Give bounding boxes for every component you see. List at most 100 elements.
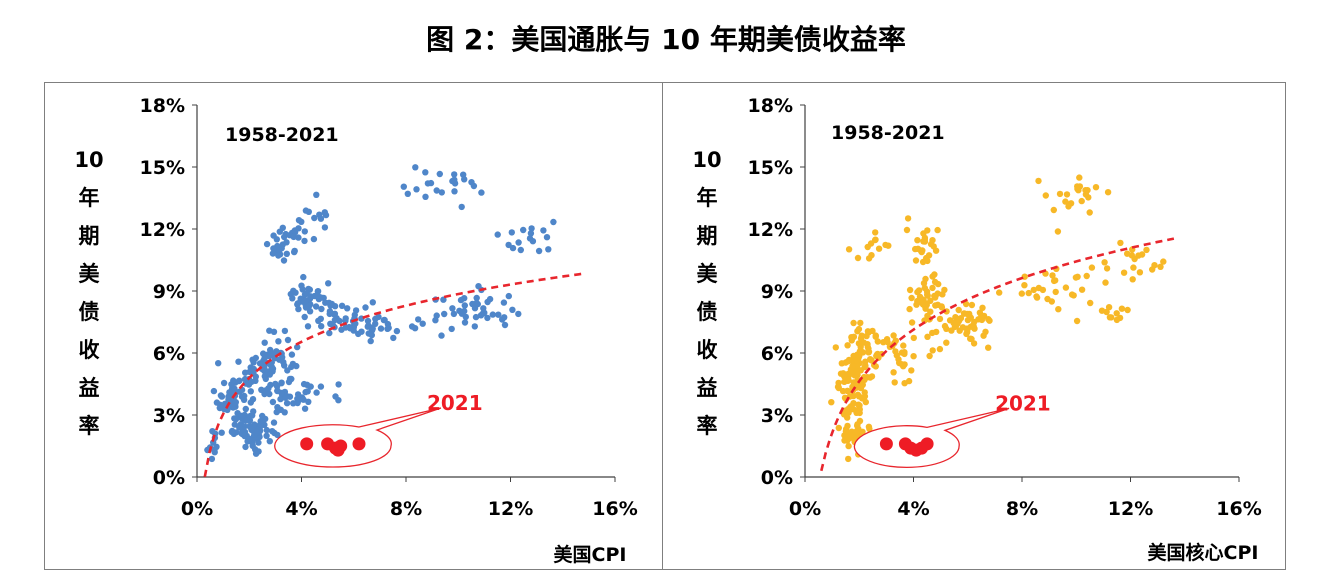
scatter-point (283, 400, 291, 407)
scatter-point (508, 229, 515, 236)
scatter-point (1118, 305, 1126, 312)
scatter-point (929, 347, 936, 354)
scatter-point (1143, 246, 1150, 254)
scatter-point (281, 327, 289, 335)
trend-line (820, 237, 1175, 472)
scatter-point (853, 357, 861, 364)
scatter-point (852, 429, 859, 436)
scatter-point (919, 258, 927, 266)
scatter-point (260, 350, 267, 357)
scatter-point (380, 316, 388, 324)
scatter-point (255, 448, 262, 455)
scatter-point (438, 189, 445, 196)
scatter-point (844, 342, 851, 349)
scatter-point (242, 405, 249, 413)
scatter-point (331, 316, 339, 324)
scatter-point (964, 325, 971, 332)
scatter-point (1124, 250, 1131, 257)
scatter-point (1082, 187, 1089, 194)
scatter-point (996, 289, 1003, 296)
scatter-point (257, 418, 264, 425)
scatter-point (325, 299, 333, 306)
scatter-point (400, 183, 407, 190)
scatter-point (494, 231, 501, 238)
scatter-point (1129, 276, 1136, 283)
scatter-point (906, 305, 913, 313)
scatter-point (232, 399, 239, 406)
y-tick-label: 15% (140, 157, 185, 179)
scatter-point (892, 348, 899, 355)
x-tick-label: 16% (592, 498, 637, 520)
scatter-point (1160, 258, 1167, 265)
scatter-points (204, 164, 557, 463)
scatter-point (929, 329, 936, 337)
scatter-point (941, 286, 948, 294)
scatter-point (294, 300, 301, 307)
y-tick-label: 15% (748, 157, 793, 179)
scatter-point (269, 398, 277, 406)
scatter-point (216, 404, 223, 412)
scatter-point (300, 396, 307, 403)
scatter-point (375, 313, 382, 321)
scatter-point (295, 225, 302, 232)
scatter-point (311, 214, 318, 222)
scatter-point (302, 297, 310, 304)
scatter-point (289, 360, 297, 368)
scatter-point (1049, 272, 1056, 279)
scatter-point (283, 250, 290, 257)
scatter-point (254, 428, 261, 436)
scatter-point (901, 380, 908, 387)
scatter-point (970, 322, 977, 329)
scatter-point (943, 325, 950, 332)
scatter-point (1157, 263, 1164, 270)
scatter-point (867, 240, 875, 247)
highlight-point (334, 439, 348, 453)
figure-title: 图 2：美国通胀与 10 年期美债收益率 (426, 23, 906, 56)
scatter-point (422, 193, 429, 200)
scatter-point (1074, 273, 1081, 280)
scatter-point (915, 287, 923, 294)
scatter-point (835, 384, 842, 392)
scatter-point (290, 287, 297, 294)
scatter-point (904, 215, 912, 222)
scatter-point (872, 236, 879, 243)
scatter-point (912, 257, 920, 264)
scatter-point (874, 338, 881, 345)
x-tick-label: 8% (1006, 498, 1038, 520)
y-tick-label: 12% (140, 219, 185, 241)
scatter-point (526, 235, 534, 242)
scatter-point (924, 227, 931, 234)
scatter-point (914, 297, 921, 305)
scatter-point (845, 376, 852, 383)
x-tick-label: 12% (1108, 498, 1153, 520)
scatter-point (300, 273, 307, 281)
scatter-point (517, 246, 524, 254)
scatter-point (844, 414, 851, 421)
scatter-point (1056, 190, 1064, 198)
scatter-point (934, 226, 941, 234)
scatter-point (315, 317, 322, 324)
scatter-point (864, 341, 871, 348)
scatter-point (854, 328, 861, 335)
scatter-point (350, 327, 357, 334)
scatter-point (282, 394, 289, 401)
scatter-point (263, 240, 271, 248)
scatter-point (1073, 317, 1081, 325)
scatter-point (208, 455, 216, 463)
scatter-point (865, 329, 872, 336)
scatter-point (303, 381, 311, 388)
scatter-point (535, 247, 543, 255)
y-axis-label: 10 年期美债收益率 (74, 148, 103, 438)
scatter-point (247, 388, 254, 395)
scatter-point (230, 377, 237, 384)
scatter-point (249, 396, 257, 403)
scatter-point (367, 337, 374, 345)
scatter-point (273, 383, 281, 390)
scatter-point (267, 346, 274, 354)
scatter-point (1088, 264, 1096, 271)
highlight-point (920, 437, 934, 451)
scatter-point (281, 362, 288, 369)
scatter-point (231, 421, 238, 428)
scatter-point (422, 169, 429, 176)
scatter-point (509, 306, 516, 313)
